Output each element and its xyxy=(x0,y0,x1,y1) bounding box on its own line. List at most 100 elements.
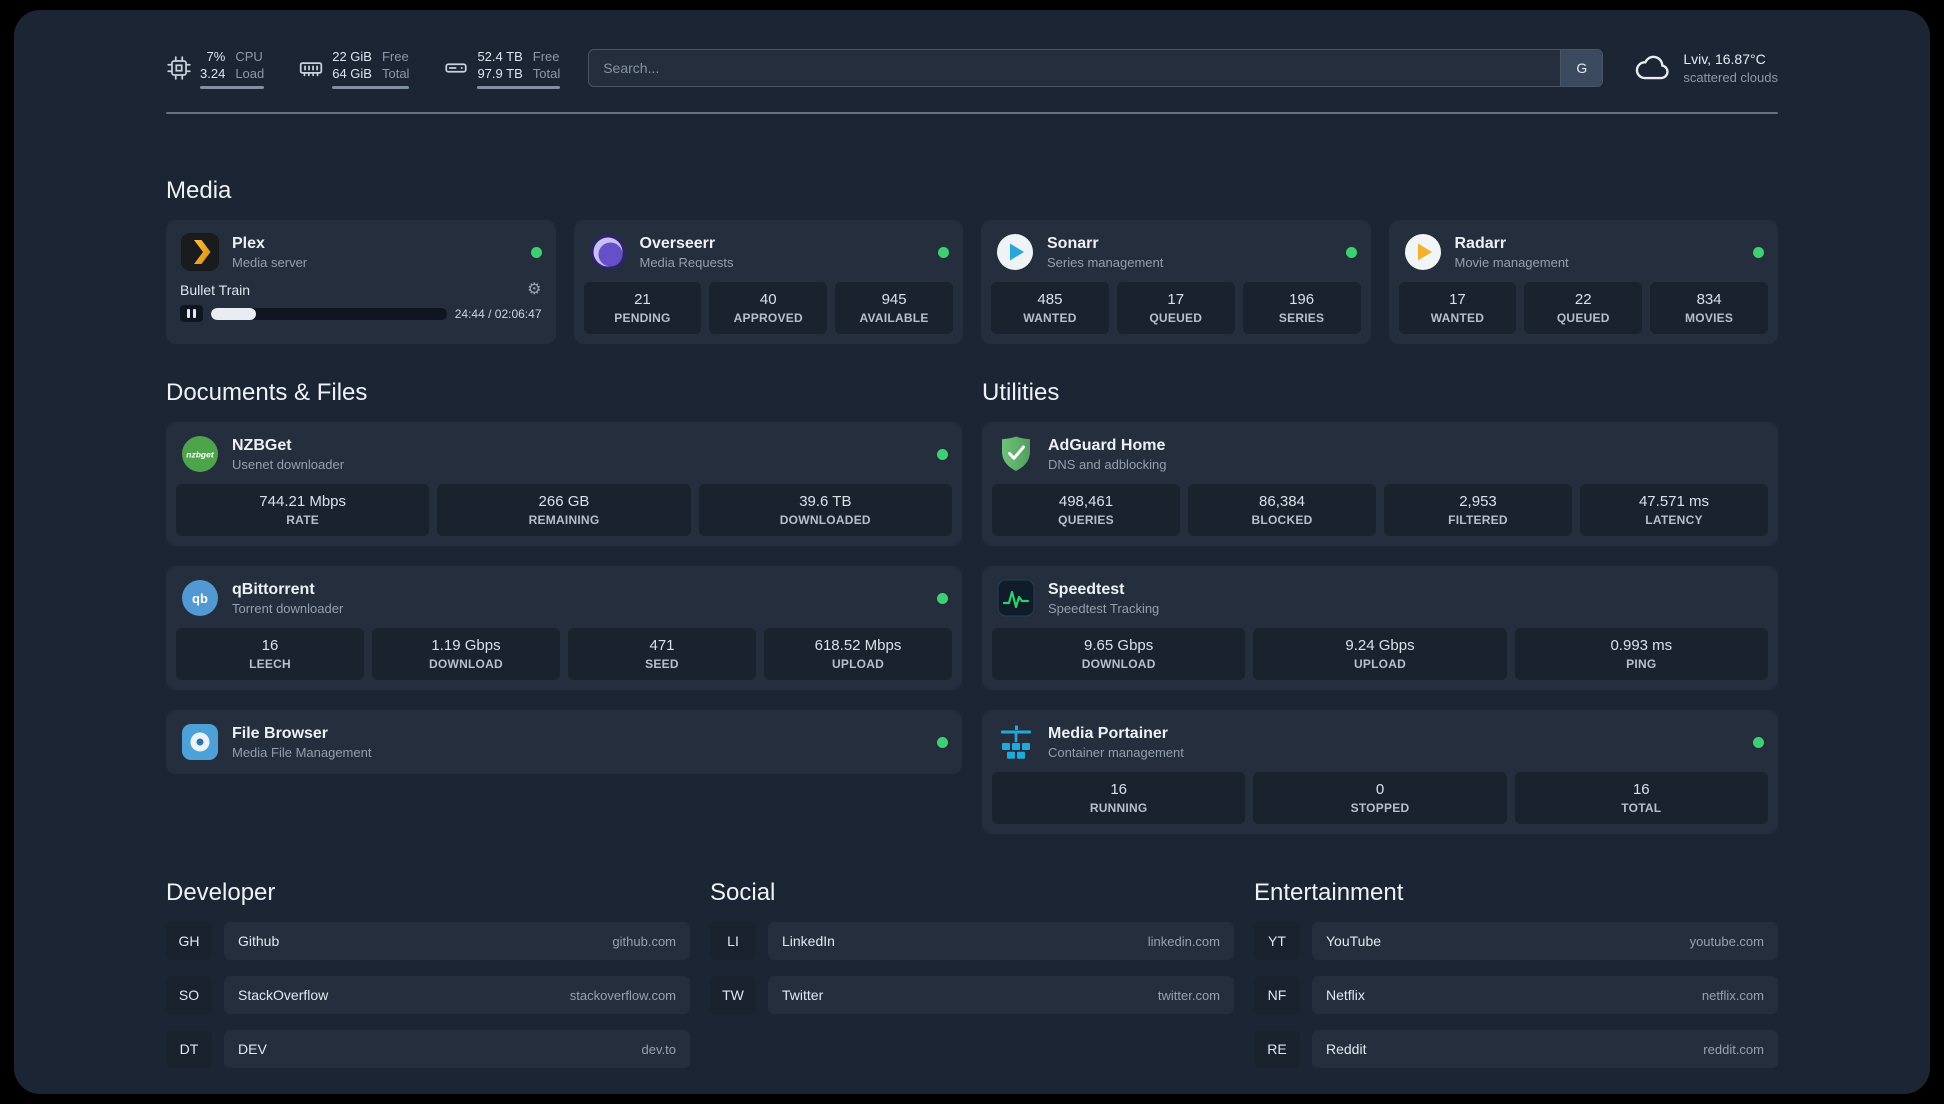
service-card-filebrowser[interactable]: File Browser Media File Management xyxy=(166,710,962,774)
service-card-plex[interactable]: Plex Media server Bullet Train ⚙ xyxy=(166,220,556,344)
service-subtitle: Container management xyxy=(1048,744,1184,760)
bookmark-row: GH Github github.com xyxy=(166,922,690,960)
bookmark-link-github[interactable]: Github github.com xyxy=(224,922,690,960)
gear-icon[interactable]: ⚙ xyxy=(527,281,542,298)
nzbget-icon: nzbget xyxy=(180,434,220,474)
svg-text:qb: qb xyxy=(192,591,208,606)
cpu-values: 7% 3.24 xyxy=(200,48,225,82)
service-subtitle: Movie management xyxy=(1454,254,1569,270)
weather-condition: scattered clouds xyxy=(1683,69,1778,85)
stat-remaining: 266 GB REMAINING xyxy=(437,484,691,536)
service-name: AdGuard Home xyxy=(1048,436,1166,454)
stat-series: 196 SERIES xyxy=(1242,282,1361,334)
status-dot xyxy=(937,448,948,460)
memory-bar xyxy=(332,85,410,89)
plex-now-playing-widget: Bullet Train ⚙ 24:44 / 02:06:47 xyxy=(176,282,546,322)
search-bar: G xyxy=(588,49,1604,87)
service-card-speedtest[interactable]: Speedtest Speedtest Tracking 9.65 Gbps D… xyxy=(982,566,1778,690)
svg-text:nzbget: nzbget xyxy=(186,450,215,460)
overseerr-icon xyxy=(588,232,628,272)
bookmark-abbr: YT xyxy=(1254,922,1300,960)
stat-running: 16 RUNNING xyxy=(992,772,1246,824)
section-title-utilities: Utilities xyxy=(982,379,1060,406)
bookmark-group-entertainment: Entertainment YT YouTube youtube.com NF … xyxy=(1254,878,1778,1084)
plex-icon xyxy=(180,232,220,272)
progress-bar[interactable] xyxy=(211,307,447,320)
service-card-portainer[interactable]: Media Portainer Container management 16 … xyxy=(982,710,1778,834)
speedtest-icon xyxy=(996,578,1036,618)
bookmark-link-stackoverflow[interactable]: StackOverflow stackoverflow.com xyxy=(224,976,690,1014)
service-card-overseerr[interactable]: Overseerr Media Requests 21 PENDING 40 A… xyxy=(573,220,963,344)
search-input[interactable] xyxy=(588,49,1604,87)
service-card-qbittorrent[interactable]: qb qBittorrent Torrent downloader 16 LEE… xyxy=(166,566,962,690)
stat-approved: 40 APPROVED xyxy=(709,282,828,334)
status-dot xyxy=(1345,246,1357,258)
status-dot xyxy=(938,246,949,258)
service-card-nzbget[interactable]: nzbget NZBGet Usenet downloader 744.21 M… xyxy=(166,422,962,546)
stat-downloaded: 39.6 TB DOWNLOADED xyxy=(698,484,952,536)
status-dot xyxy=(937,592,948,604)
weather-location: Lviv, 16.87°C xyxy=(1683,50,1766,67)
bookmark-row: NF Netflix netflix.com xyxy=(1254,976,1778,1014)
bookmark-link-dev[interactable]: DEV dev.to xyxy=(224,1030,690,1068)
portainer-icon xyxy=(996,722,1036,762)
bookmark-group-social: Social LI LinkedIn linkedin.com TW Twitt… xyxy=(710,878,1234,1030)
bookmark-row: TW Twitter twitter.com xyxy=(710,976,1234,1014)
bookmark-row: YT YouTube youtube.com xyxy=(1254,922,1778,960)
progress-fill xyxy=(211,307,256,320)
service-subtitle: Media File Management xyxy=(232,744,372,760)
stat-queued: 22 QUEUED xyxy=(1524,282,1643,334)
stat-latency: 47.571 ms LATENCY xyxy=(1580,484,1768,536)
stat-filtered: 2,953 FILTERED xyxy=(1384,484,1572,536)
cpu-bar xyxy=(200,85,265,89)
service-name: Media Portainer xyxy=(1048,724,1169,742)
pause-button[interactable] xyxy=(180,305,203,322)
section-title-social: Social xyxy=(710,879,776,906)
stat-stopped: 0 STOPPED xyxy=(1253,772,1507,824)
bookmark-link-reddit[interactable]: Reddit reddit.com xyxy=(1312,1030,1778,1068)
bookmark-link-twitter[interactable]: Twitter twitter.com xyxy=(768,976,1234,1014)
stat-seed: 471 SEED xyxy=(568,628,756,680)
service-card-sonarr[interactable]: Sonarr Series management 485 WANTED 17 Q… xyxy=(981,220,1371,344)
stat-upload: 9.24 Gbps UPLOAD xyxy=(1253,628,1507,680)
search-provider-button[interactable]: G xyxy=(1560,50,1603,86)
section-title-developer: Developer xyxy=(166,879,276,906)
memory-icon xyxy=(298,55,324,81)
service-card-radarr[interactable]: Radarr Movie management 17 WANTED 22 QUE… xyxy=(1388,220,1778,344)
disk-free: 52.4 TB xyxy=(477,48,523,64)
playback-time: 24:44 / 02:06:47 xyxy=(454,306,542,321)
cpu-widget: 7% 3.24 CPU Load xyxy=(166,48,265,89)
stat-movies: 834 MOVIES xyxy=(1650,282,1768,334)
bookmark-abbr: GH xyxy=(166,922,212,960)
filebrowser-icon xyxy=(180,722,220,762)
section-utilities: Utilities AdGuard xyxy=(982,378,1778,834)
section-documents: Documents & Files nzbget NZBGet Usenet d xyxy=(166,378,962,774)
service-card-adguard[interactable]: AdGuard Home DNS and adblocking 498,461 … xyxy=(982,422,1778,546)
stat-rate: 744.21 Mbps RATE xyxy=(176,484,430,536)
status-dot xyxy=(1753,736,1764,748)
service-subtitle: DNS and adblocking xyxy=(1048,456,1167,472)
bookmark-row: RE Reddit reddit.com xyxy=(1254,1030,1778,1068)
cpu-percent: 7% xyxy=(206,48,226,64)
service-subtitle: Usenet downloader xyxy=(232,456,345,472)
bookmark-row: LI LinkedIn linkedin.com xyxy=(710,922,1234,960)
status-dot xyxy=(530,246,542,258)
stat-leech: 16 LEECH xyxy=(176,628,364,680)
cpu-icon xyxy=(166,55,192,81)
service-name: qBittorrent xyxy=(232,580,315,598)
resource-widgets: 7% 3.24 CPU Load xyxy=(166,48,561,89)
bookmark-link-netflix[interactable]: Netflix netflix.com xyxy=(1312,976,1778,1014)
section-title-media: Media xyxy=(166,177,232,204)
stat-download: 9.65 Gbps DOWNLOAD xyxy=(992,628,1246,680)
bookmark-link-youtube[interactable]: YouTube youtube.com xyxy=(1312,922,1778,960)
stat-pending: 21 PENDING xyxy=(583,282,702,334)
disk-icon xyxy=(443,55,469,81)
stat-available: 945 AVAILABLE xyxy=(835,282,953,334)
bookmark-row: DT DEV dev.to xyxy=(166,1030,690,1068)
section-media: Media Plex xyxy=(166,176,1778,344)
topbar: 7% 3.24 CPU Load xyxy=(166,42,1778,94)
disk-total: 97.9 TB xyxy=(477,65,523,81)
disk-values: 52.4 TB 97.9 TB xyxy=(477,48,522,82)
bookmark-link-linkedin[interactable]: LinkedIn linkedin.com xyxy=(768,922,1234,960)
topbar-divider xyxy=(166,112,1778,114)
